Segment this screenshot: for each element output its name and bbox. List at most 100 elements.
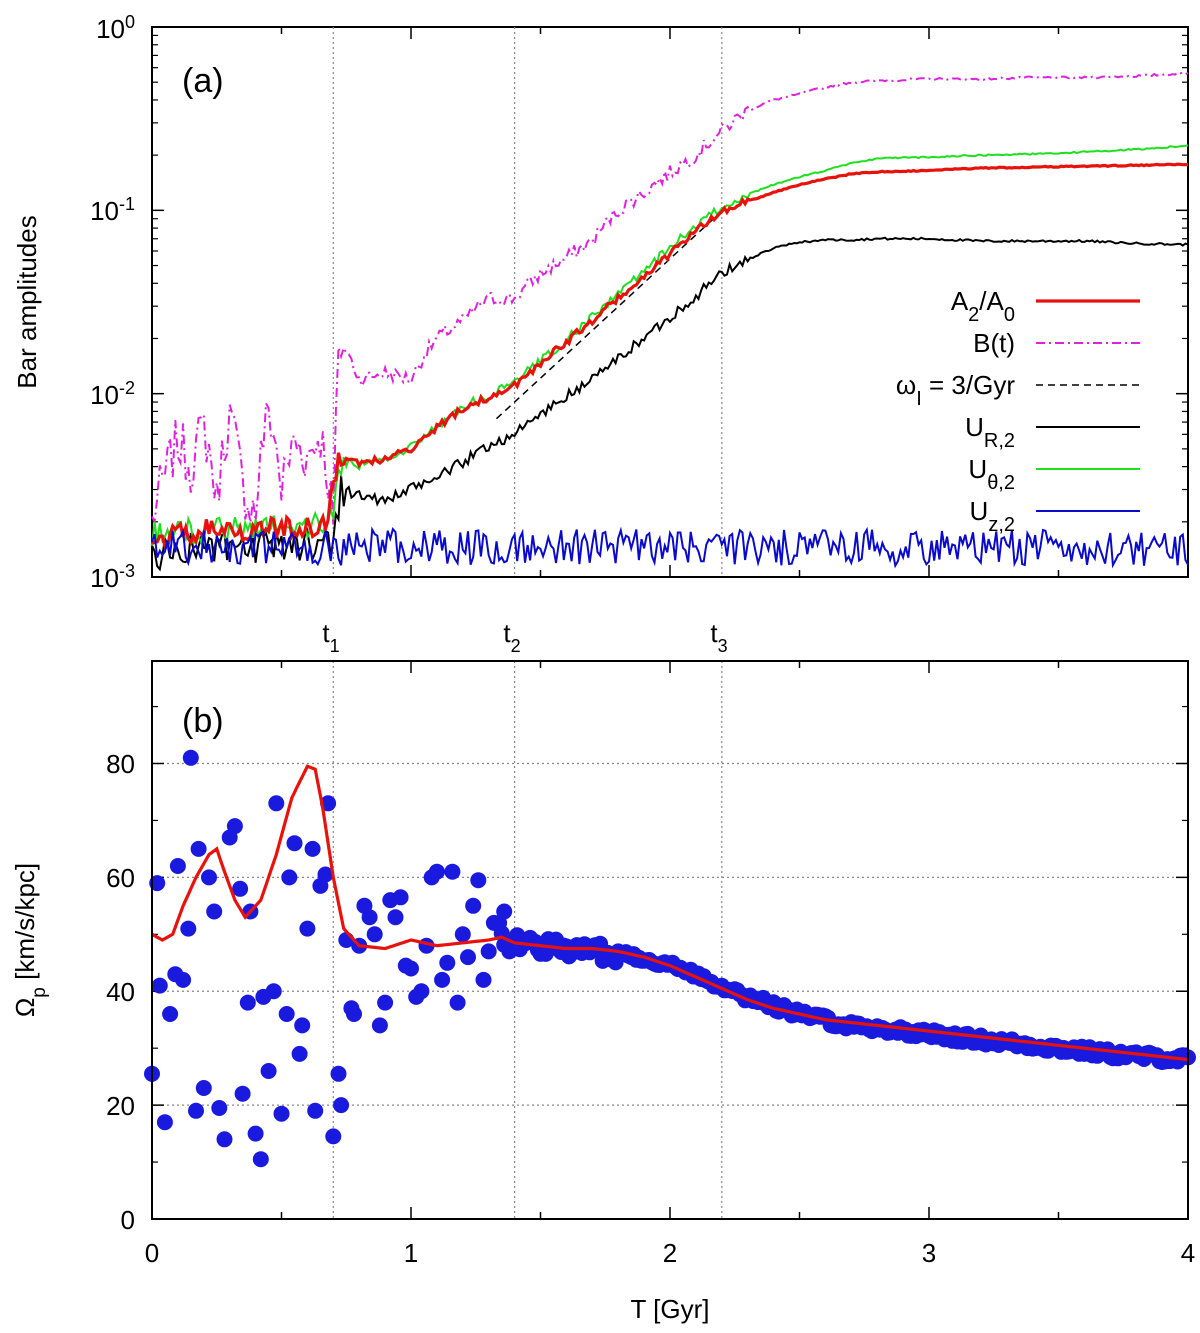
data-point [465, 897, 482, 914]
data-point [190, 840, 207, 857]
data-point [333, 1097, 350, 1114]
legend-label-uz2: Uz,2 [970, 496, 1015, 536]
data-point [226, 818, 243, 835]
panel-b: (b) 0 1 2 3 4 0 20 40 60 80 T [Gyr] Ωp [… [10, 660, 1196, 1324]
data-point [454, 926, 471, 943]
x-tick-label-3: 3 [922, 1238, 936, 1268]
panel-a-series [151, 71, 1189, 572]
y-tick-exp: -1 [119, 194, 135, 214]
data-point [286, 835, 303, 852]
data-point [206, 903, 223, 920]
data-point [156, 1114, 173, 1131]
y-tick-label-60: 60 [106, 863, 135, 893]
data-point [273, 1105, 290, 1122]
series-bt-line [151, 71, 1189, 526]
y-tick-label-10e-1: 10-1 [90, 194, 135, 226]
panel-b-grid [151, 661, 1189, 1220]
data-point [281, 869, 298, 886]
panel-a-event-lines [332, 27, 723, 577]
data-point [151, 977, 168, 994]
data-point [496, 903, 513, 920]
x-tick-label-4: 4 [1181, 1238, 1195, 1268]
data-point [449, 994, 466, 1011]
legend-label-ur2: UR,2 [965, 412, 1015, 452]
panel-a-label: (a) [182, 62, 224, 100]
data-point [439, 954, 456, 971]
series-uz2-line [151, 526, 1189, 569]
legend-label-ut2: Uθ,2 [968, 454, 1015, 494]
series-ut2-line [151, 144, 1189, 546]
y-tick-label-80: 80 [106, 749, 135, 779]
y-tick-label-10e-2: 10-2 [90, 378, 135, 410]
panel-b-label: (b) [182, 702, 224, 740]
data-point [413, 983, 430, 1000]
data-point [330, 1065, 347, 1082]
legend-label-a2a0: A2/A0 [951, 286, 1015, 326]
panel-b-series [144, 749, 1196, 1168]
data-point [475, 971, 492, 988]
legend-label-omega: ωI = 3/Gyr [896, 370, 1015, 410]
data-point [460, 949, 476, 966]
data-point [387, 909, 404, 926]
data-point [169, 858, 186, 874]
data-point [175, 971, 192, 988]
data-point [366, 926, 383, 943]
data-point [216, 1131, 233, 1148]
data-point [307, 1102, 324, 1119]
data-point [403, 960, 419, 977]
data-point [201, 869, 217, 886]
y-tick-base: 10 [90, 380, 119, 410]
data-point [268, 795, 285, 812]
data-point [247, 1125, 264, 1142]
y-tick-base: 10 [90, 196, 119, 226]
series-smooth-line [151, 764, 1189, 1062]
data-point [260, 1063, 277, 1079]
data-point [232, 880, 249, 897]
x-tick-label-0: 0 [145, 1238, 159, 1268]
y-tick-exp: -2 [119, 378, 135, 398]
data-point [195, 1080, 212, 1096]
event-marker-t1: t1 [322, 618, 339, 656]
data-point [182, 749, 199, 766]
data-point [299, 920, 316, 937]
data-point [377, 994, 394, 1011]
panel-a-y-axis-label: Bar amplitudes [12, 215, 42, 388]
data-point [162, 1006, 179, 1022]
y-tick-label-40: 40 [106, 977, 135, 1007]
data-point [149, 875, 166, 892]
y-tick-label-10e0: 100 [96, 12, 135, 44]
data-point [278, 1006, 295, 1022]
event-marker-t2: t2 [503, 618, 520, 656]
panel-b-y-axis-label: Ωp [km/s/kpc] [10, 863, 50, 1017]
data-point [234, 1085, 251, 1102]
data-point [211, 1100, 228, 1116]
data-point [470, 872, 487, 889]
panel-a-frame [151, 26, 1189, 578]
data-point [371, 1017, 388, 1034]
x-tick-label-2: 2 [663, 1238, 677, 1268]
data-point [428, 863, 445, 880]
panel-b-x-axis-label: T [Gyr] [631, 1294, 710, 1324]
data-point [180, 920, 197, 937]
data-point [239, 994, 256, 1011]
x-tick-label-1: 1 [404, 1238, 418, 1268]
panel-a: (a) 100 10-1 10-2 10-3 Bar amplitudes t1… [12, 12, 1189, 656]
data-point [304, 840, 321, 857]
data-point [252, 1151, 269, 1168]
data-point [317, 866, 334, 883]
data-point [291, 1045, 308, 1062]
data-point [361, 909, 378, 926]
y-tick-label-20: 20 [106, 1091, 135, 1121]
event-marker-t3: t3 [710, 618, 727, 656]
y-tick-exp: -3 [119, 561, 135, 581]
data-point [294, 1017, 311, 1034]
y-tick-label-10e-3: 10-3 [90, 561, 135, 593]
y-tick-base: 10 [90, 563, 119, 593]
data-point [346, 1006, 362, 1022]
data-point [434, 971, 451, 988]
y-tick-label-0: 0 [121, 1205, 135, 1235]
series-omega-line [495, 210, 723, 420]
data-point [188, 1102, 204, 1119]
